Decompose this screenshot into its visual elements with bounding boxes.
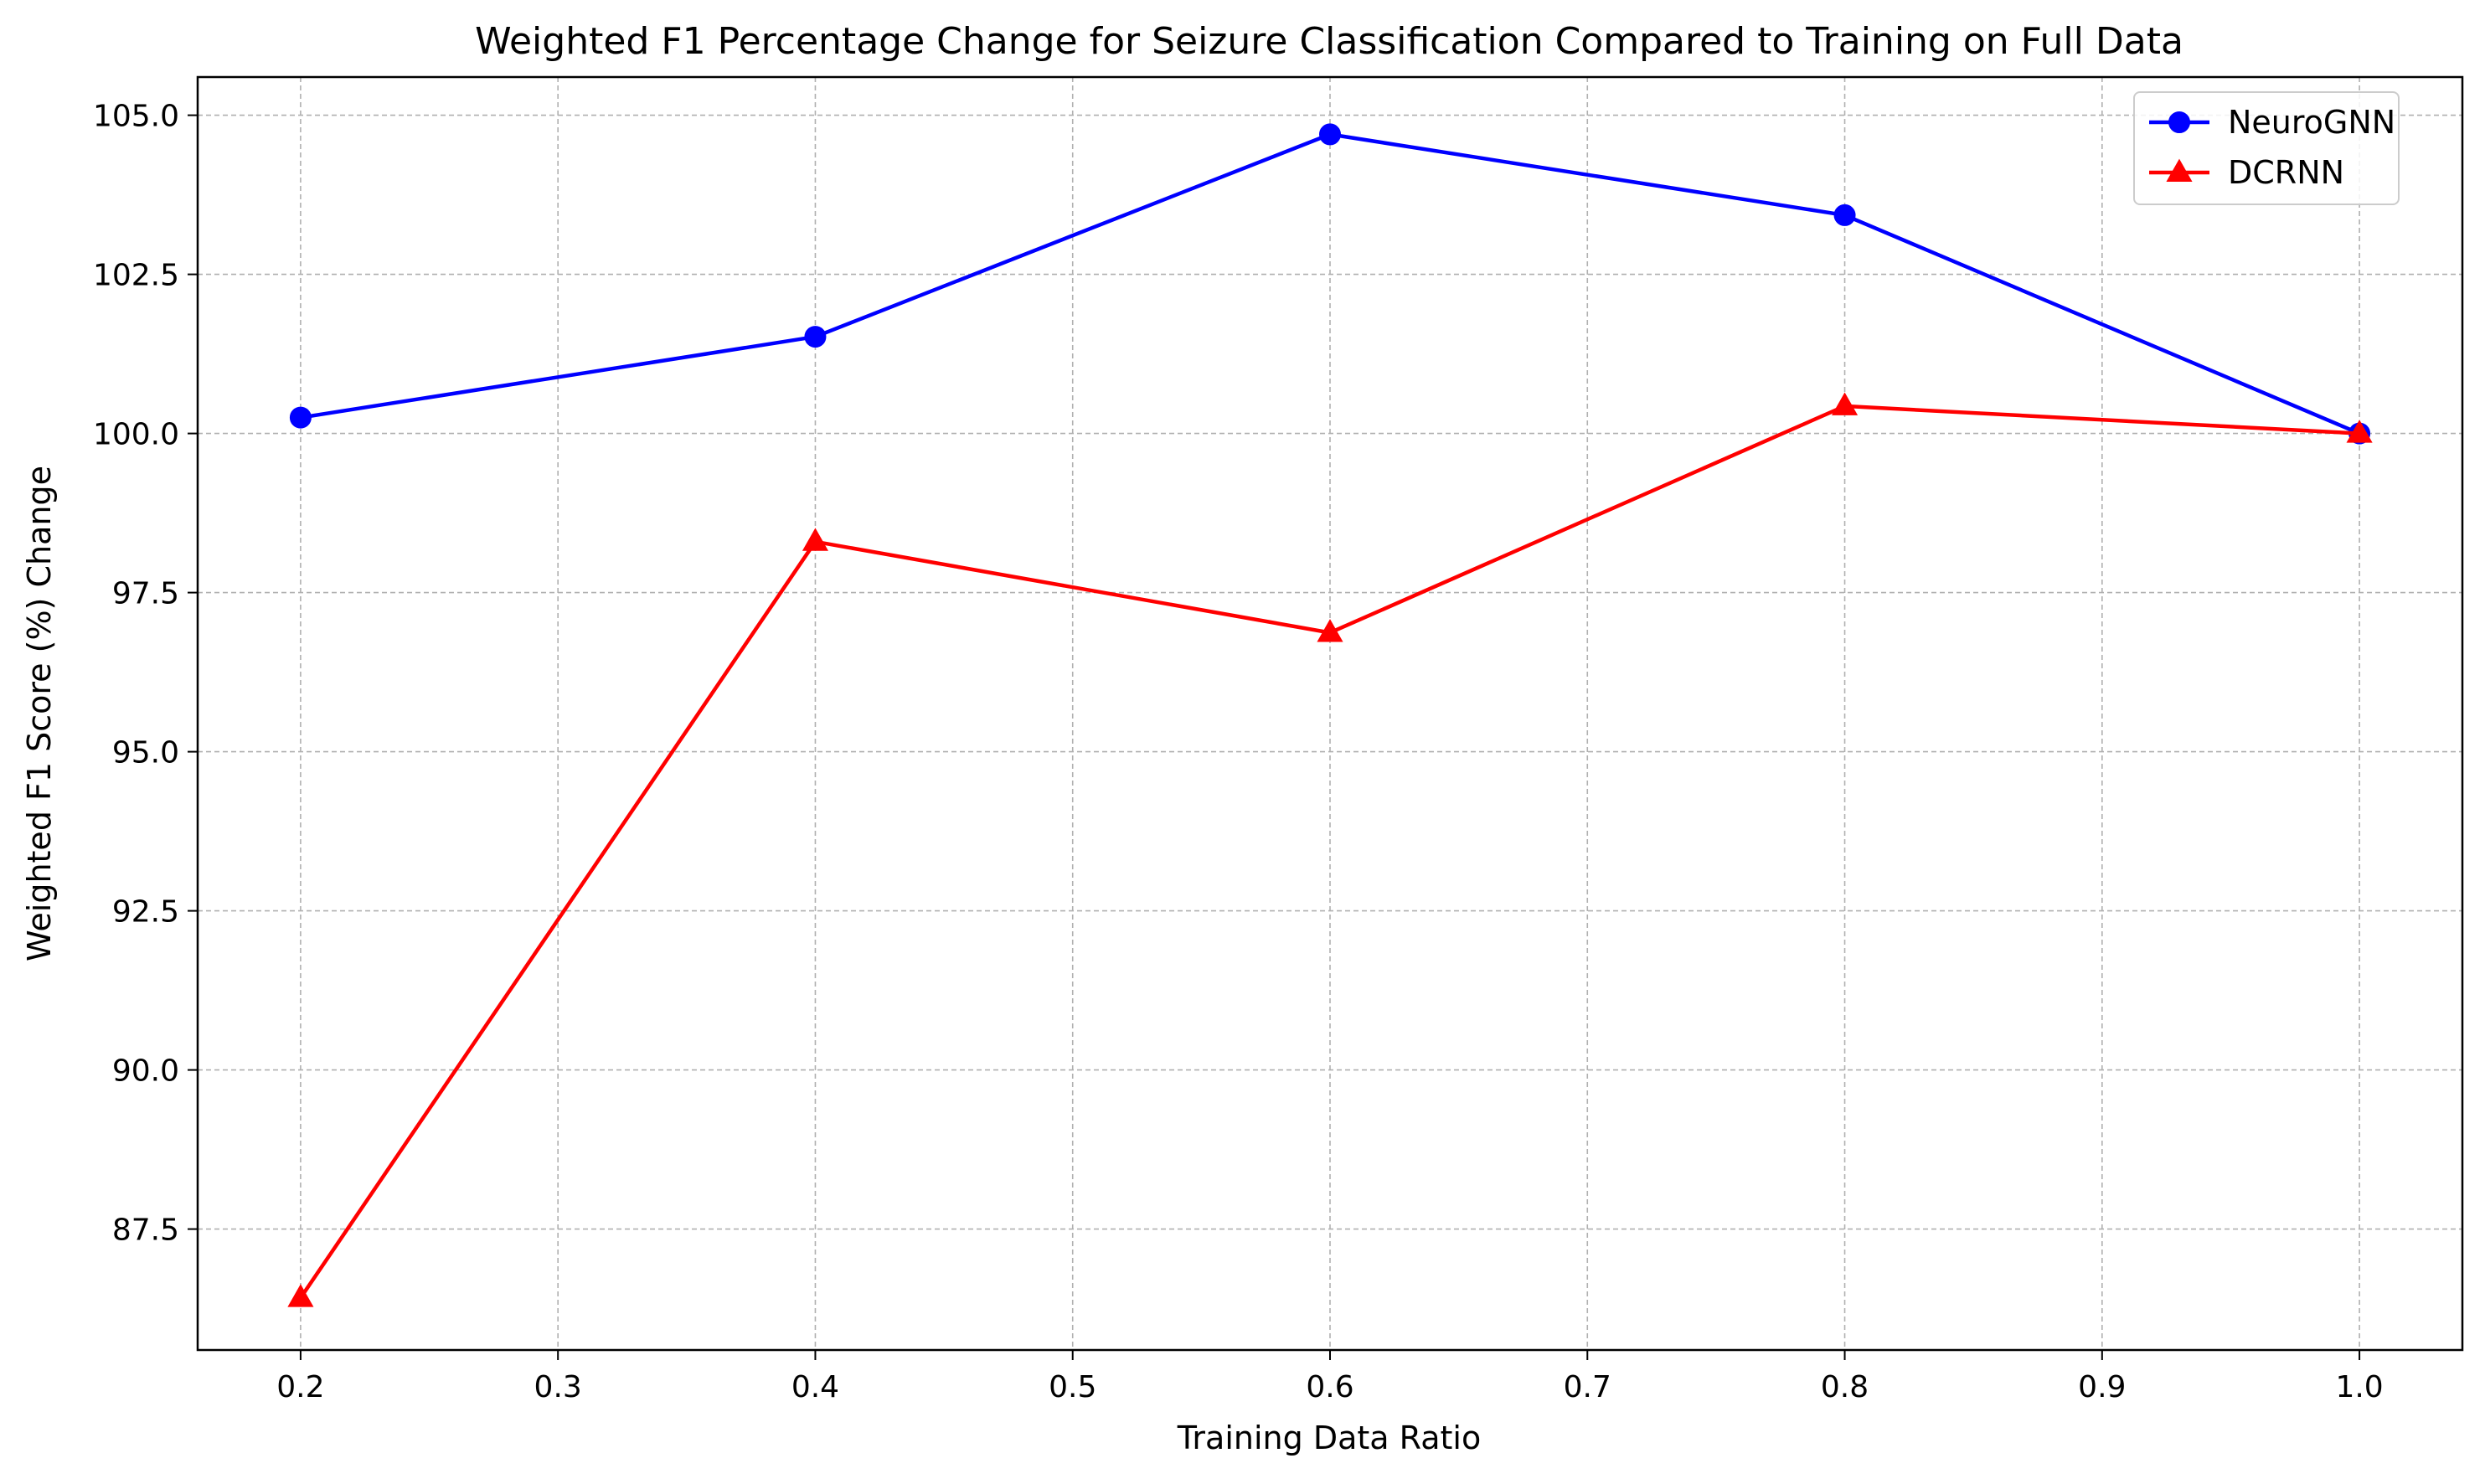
axis-ticks: 0.2 0.3 0.4 0.5 0.6 0.7 0.8 0.9 1.0 87.5 90.0 92.5 9… (93, 100, 2384, 1404)
data-point-neurognn (1833, 204, 1856, 226)
legend-marker (2166, 158, 2193, 182)
x-tick-label: 0.4 (791, 1370, 839, 1404)
x-tick-label: 0.3 (534, 1370, 582, 1404)
y-tick-label: 100.0 (93, 418, 179, 452)
y-tick-label: 90.0 (112, 1054, 179, 1089)
legend-box (2133, 91, 2400, 205)
x-tick-label: 1.0 (2335, 1370, 2383, 1404)
data-point-dcrnn (1317, 619, 1343, 642)
x-axis-label: Training Data Ratio (1177, 1420, 1481, 1456)
y-tick-label: 92.5 (112, 895, 179, 930)
x-tick-label: 0.9 (2078, 1370, 2126, 1404)
data-point-neurognn (289, 406, 312, 429)
series-dcrnn (287, 392, 2373, 1307)
x-tick-label: 0.2 (276, 1370, 324, 1404)
y-tick-label: 87.5 (112, 1213, 179, 1248)
x-tick-label: 0.8 (1821, 1370, 1869, 1404)
data-point-neurognn (1319, 123, 1341, 146)
data-point-dcrnn (1831, 392, 1859, 415)
y-axis-label: Weighted F1 Score (%) Change (21, 466, 58, 961)
legend-item-neurognn: NeuroGNN (2149, 104, 2395, 141)
legend-marker (2168, 111, 2190, 133)
legend-item-dcrnn: DCRNN (2149, 154, 2344, 191)
y-tick-label: 102.5 (93, 259, 179, 293)
legend-label: DCRNN (2228, 154, 2344, 191)
x-tick-label: 0.7 (1564, 1370, 1611, 1404)
data-point-dcrnn (802, 528, 829, 551)
y-tick-label: 105.0 (93, 100, 179, 134)
grid (198, 77, 2462, 1350)
series-neurognn (289, 123, 2371, 445)
x-tick-label: 0.6 (1306, 1370, 1353, 1404)
data-point-dcrnn (2346, 420, 2373, 443)
data-point-dcrnn (287, 1284, 314, 1307)
chart-title: Weighted F1 Percentage Change for Seizur… (475, 20, 2183, 63)
series-layer (287, 123, 2373, 1307)
x-tick-label: 0.5 (1049, 1370, 1096, 1404)
legend-label: NeuroGNN (2228, 104, 2395, 141)
legend: NeuroGNN DCRNN (2133, 91, 2400, 205)
y-tick-label: 97.5 (112, 577, 179, 611)
y-tick-label: 95.0 (112, 736, 179, 770)
data-point-neurognn (804, 326, 827, 348)
